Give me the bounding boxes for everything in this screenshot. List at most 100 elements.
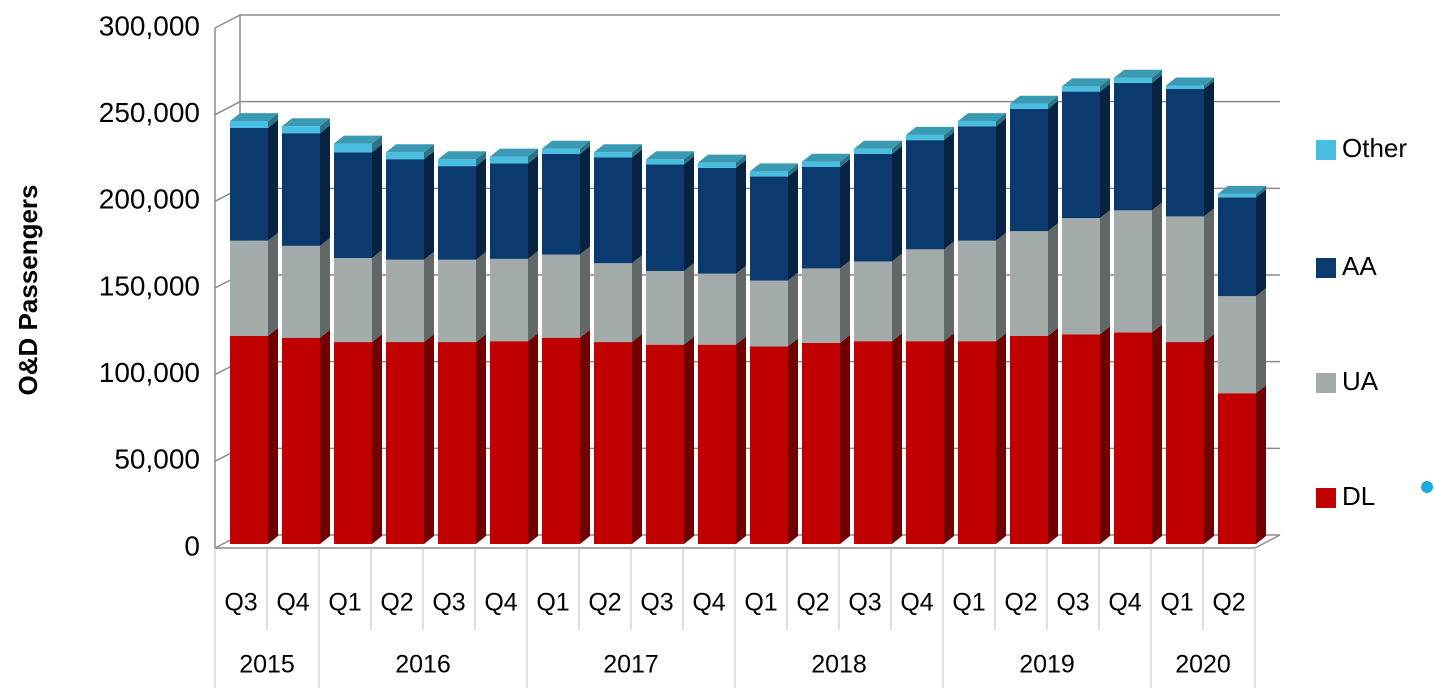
- bar-side: [1204, 81, 1214, 217]
- x-tick-label: Q2: [796, 589, 829, 617]
- x-tick-label: Q1: [328, 589, 361, 617]
- bar: [1062, 334, 1100, 544]
- x-tick-label: Q2: [588, 589, 621, 617]
- bar: [594, 157, 632, 264]
- bar-top: [906, 126, 954, 135]
- bar: [1218, 296, 1256, 394]
- legend-swatch: [1316, 373, 1336, 393]
- bar-top: [1010, 95, 1058, 104]
- bar-side: [944, 333, 954, 544]
- bar-side: [840, 260, 850, 343]
- bar: [282, 245, 320, 338]
- bar: [646, 271, 684, 345]
- bar-side: [424, 151, 434, 260]
- bar: [542, 254, 580, 338]
- bar-side: [996, 232, 1006, 342]
- x-group-label: 2018: [811, 651, 867, 679]
- bar: [386, 342, 424, 544]
- bar-top: [1114, 69, 1162, 78]
- bar-side: [320, 237, 330, 338]
- bar: [1114, 210, 1152, 333]
- x-tick-label: Q4: [692, 589, 725, 617]
- bar: [750, 346, 788, 544]
- bar: [334, 152, 372, 258]
- bar-top: [854, 140, 902, 149]
- legend-label: DL: [1342, 481, 1375, 511]
- bar-top: [750, 163, 798, 172]
- bar: [1218, 393, 1256, 544]
- bar-side: [424, 144, 434, 160]
- bar-side: [580, 140, 590, 154]
- bar: [802, 268, 840, 343]
- bar-side: [1048, 223, 1058, 336]
- bar: [1166, 342, 1204, 544]
- bar: [1114, 77, 1152, 83]
- bar-side: [1256, 185, 1266, 198]
- bar-side: [840, 153, 850, 167]
- bar-side: [684, 336, 694, 544]
- bar-side: [840, 334, 850, 544]
- legend-swatch: [1316, 488, 1336, 508]
- bar: [906, 341, 944, 544]
- bar-side: [736, 159, 746, 274]
- bar-top: [386, 144, 434, 153]
- bar-side: [1204, 77, 1214, 89]
- bar-top: [698, 154, 746, 163]
- bar: [334, 258, 372, 343]
- bar-side: [476, 151, 486, 167]
- bar: [594, 342, 632, 544]
- bar-side: [580, 146, 590, 255]
- bar-side: [476, 251, 486, 343]
- bar-top: [594, 144, 642, 153]
- bar: [1114, 332, 1152, 544]
- bar-side: [944, 126, 954, 141]
- bar: [802, 167, 840, 269]
- legend-label: AA: [1342, 251, 1377, 281]
- bar: [1062, 218, 1100, 335]
- bar-side: [476, 158, 486, 260]
- bar: [1218, 193, 1256, 198]
- x-tick-label: Q2: [380, 589, 413, 617]
- bar: [698, 162, 736, 168]
- bar: [594, 152, 632, 158]
- bar-top: [282, 118, 330, 127]
- bar: [698, 344, 736, 544]
- bar-side: [1152, 202, 1162, 333]
- y-tick-label: 50,000: [114, 444, 200, 475]
- bar-side: [736, 265, 746, 345]
- y-tick-label: 150,000: [99, 270, 200, 301]
- bar: [282, 126, 320, 134]
- bar: [1062, 86, 1100, 92]
- bar: [802, 161, 840, 167]
- bar: [958, 121, 996, 127]
- bar-side: [1152, 69, 1162, 83]
- bar-side: [476, 334, 486, 544]
- bar-side: [424, 251, 434, 343]
- bar: [438, 342, 476, 544]
- bar: [750, 280, 788, 347]
- bar-side: [892, 253, 902, 342]
- bar-side: [788, 168, 798, 281]
- x-tick-label: Q2: [1004, 589, 1037, 617]
- bar-side: [632, 255, 642, 343]
- bar-side: [1152, 324, 1162, 544]
- bar-side: [1256, 189, 1266, 297]
- bar-side: [320, 329, 330, 544]
- grid-line: [214, 14, 1280, 29]
- legend-swatch: [1316, 140, 1336, 160]
- bar-side: [1256, 288, 1266, 394]
- x-group-label: 2020: [1175, 651, 1231, 679]
- bar-side: [528, 250, 538, 342]
- x-tick-label: Q1: [536, 589, 569, 617]
- y-tick-label: 200,000: [99, 184, 200, 215]
- bar: [854, 154, 892, 262]
- bar: [1114, 82, 1152, 211]
- bar: [282, 337, 320, 544]
- bar: [750, 176, 788, 281]
- bar: [386, 159, 424, 260]
- bar: [906, 249, 944, 342]
- bar: [1010, 231, 1048, 336]
- bar-side: [528, 155, 538, 259]
- bar-side: [632, 334, 642, 544]
- bar-top: [490, 148, 538, 157]
